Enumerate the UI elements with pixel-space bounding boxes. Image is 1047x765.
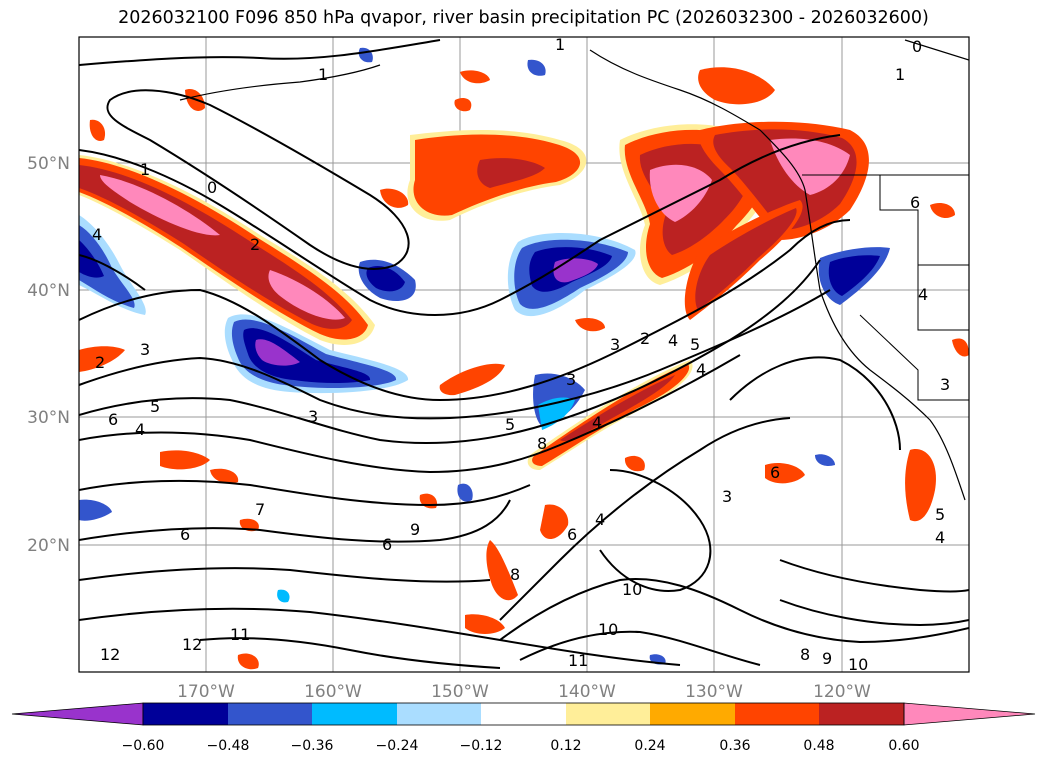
contour-label: 4 [135,420,145,439]
contour-label: 10 [848,655,868,674]
colorbar-tick-label: 0.12 [550,738,581,754]
contour-label: 3 [140,340,150,359]
political-boundaries [802,174,969,401]
contour-label: 4 [918,285,928,304]
lon-label: 150°W [431,682,489,702]
map-frame [78,36,970,673]
contour-label: 9 [410,520,420,539]
colorbar-tick-label: −0.60 [122,738,165,754]
contour-label: 2 [95,353,105,372]
contour-label: 1 [140,160,150,179]
lon-label: 170°W [177,682,235,702]
colorbar-tick-label: 0.24 [634,738,665,754]
negative-pc-fields [79,47,890,665]
lat-label: 40°N [27,281,70,301]
contour-label: 3 [610,335,620,354]
contour-label: 4 [935,528,945,547]
contour-label: 4 [592,413,602,432]
contour-label: 4 [696,360,706,379]
lon-label: 120°W [813,682,871,702]
contour-label: 8 [510,565,520,584]
contour-label: 2 [250,235,260,254]
contour-label: 0 [912,37,922,56]
contour-label: 2 [640,329,650,348]
contour-label: 3 [940,375,950,394]
colorbar-tick-label: −0.48 [207,738,250,754]
lon-label: 160°W [304,682,362,702]
lat-label: 30°N [27,408,70,428]
contour-label: 11 [568,651,588,670]
contour-label: 8 [537,434,547,453]
colorbar-segment [312,703,397,725]
contour-label: 11 [230,625,250,644]
contour-label: 5 [505,415,515,434]
lon-label: 140°W [558,682,616,702]
colorbar-tick-label: 0.60 [888,738,919,754]
contour-labels: 1 0 1 1 0 1 4 2 2 3 3 2 4 5 6 5 4 5 3 4 … [92,35,950,674]
contour-label: 6 [567,525,577,544]
contour-label: 3 [722,487,732,506]
latitude-labels: 50°N 40°N 30°N 20°N [27,154,70,556]
map-title: 2026032100 F096 850 hPa qvapor, river ba… [118,8,929,28]
contour-label: 5 [690,335,700,354]
colorbar: −0.60 −0.48 −0.36 −0.24 −0.12 0.12 0.24 … [11,702,1036,754]
colorbar-ticks: −0.60 −0.48 −0.36 −0.24 −0.12 0.12 0.24 … [122,738,920,754]
coastline [179,39,969,501]
colorbar-segment [228,703,312,725]
colorbar-tick-label: 0.36 [719,738,750,754]
colorbar-segment [397,703,481,725]
contour-label: 6 [180,525,190,544]
lat-label: 50°N [27,154,70,174]
lat-label: 20°N [27,536,70,556]
colorbar-tick-label: −0.12 [460,738,503,754]
contour-label: 7 [255,500,265,519]
contour-label: 4 [595,510,605,529]
contour-label: 5 [935,505,945,524]
positive-pc-fields [79,67,969,670]
colorbar-segment [819,703,904,725]
contour-label: 5 [150,397,160,416]
colorbar-segment [143,703,228,725]
contour-label: 6 [910,193,920,212]
longitude-labels: 170°W 160°W 150°W 140°W 130°W 120°W [177,682,871,702]
colorbar-max-extend [903,702,1036,726]
colorbar-tick-label: −0.24 [376,738,419,754]
colorbar-segment [481,703,566,725]
qvapor-contours [79,39,969,669]
contour-label: 3 [566,370,576,389]
colorbar-tick-label: −0.36 [291,738,334,754]
colorbar-min-extend [11,702,144,726]
contour-label: 1 [555,35,565,54]
contour-label: 6 [382,535,392,554]
contour-label: 12 [182,635,202,654]
contour-label: 10 [598,620,618,639]
contour-label: 6 [108,410,118,429]
contour-label: 12 [100,645,120,664]
colorbar-tick-label: 0.48 [803,738,834,754]
contour-label: 6 [770,463,780,482]
contour-label: 10 [622,580,642,599]
contour-label: 1 [895,65,905,84]
contour-label: 1 [318,65,328,84]
contour-label: 0 [207,178,217,197]
contour-label: 8 [800,645,810,664]
contour-label: 3 [308,407,318,426]
contour-label: 9 [822,649,832,668]
colorbar-segment [650,703,735,725]
lon-label: 130°W [685,682,743,702]
colorbar-segment [735,703,819,725]
contour-label: 4 [668,331,678,350]
contour-label: 4 [92,225,102,244]
colorbar-segment [566,703,650,725]
